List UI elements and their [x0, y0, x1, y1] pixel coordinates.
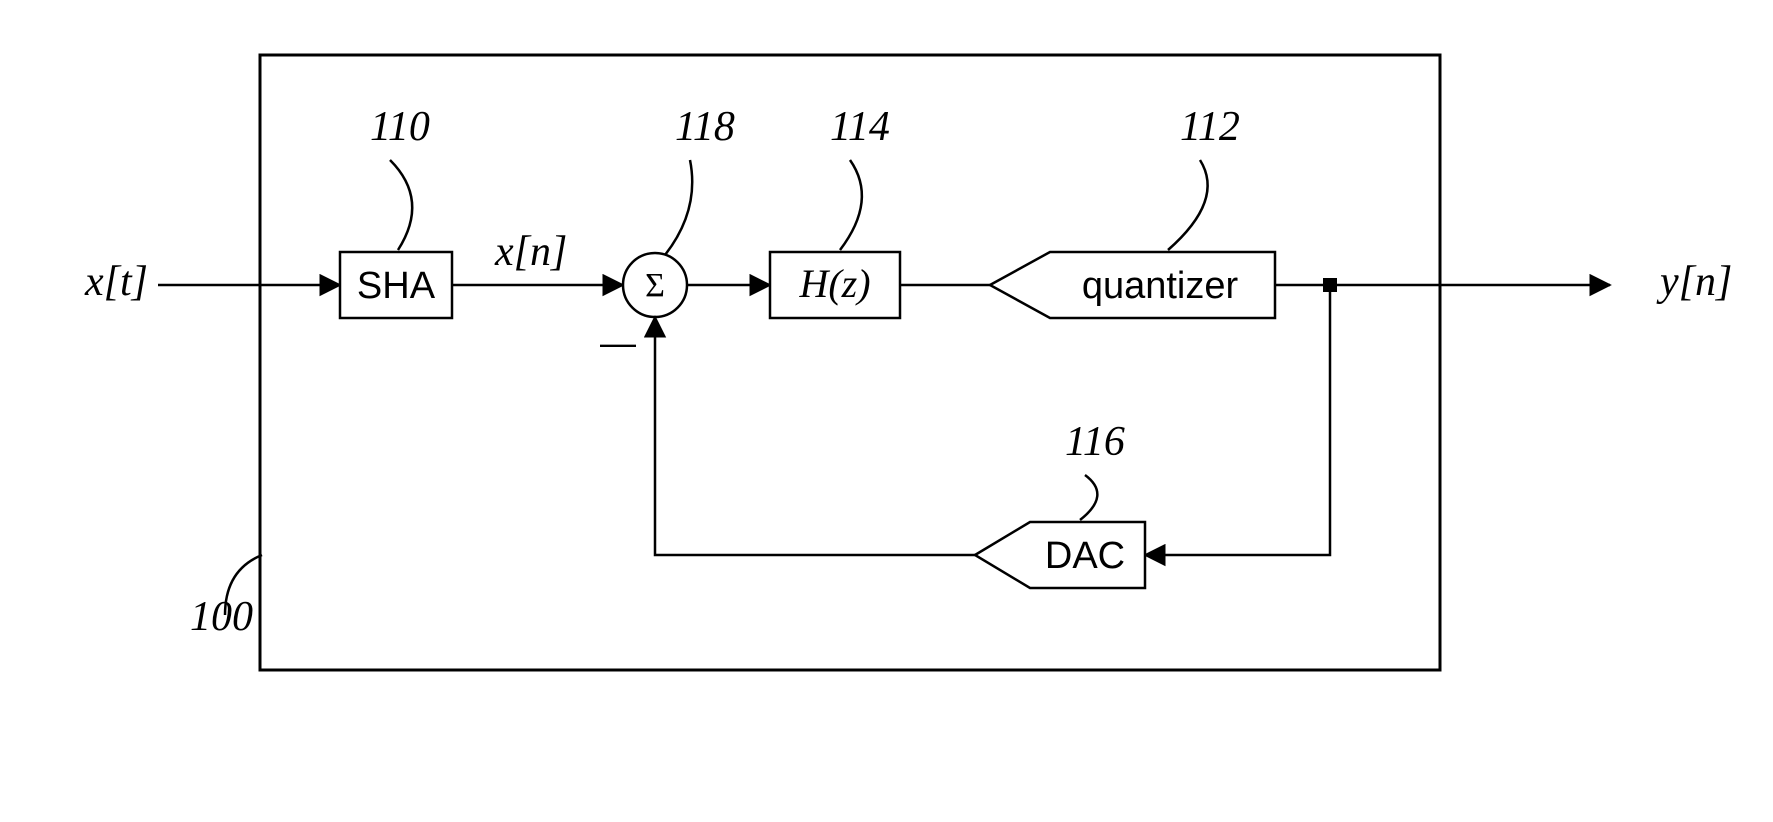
ref-118: 118: [675, 104, 735, 150]
ref-116: 116: [1065, 419, 1125, 465]
minus-sign: —: [600, 322, 636, 363]
block-diagram: x[t] SHA x[n] Σ — H(z) quantizer y[n] DA…: [0, 0, 1773, 822]
ref-114: 114: [830, 104, 890, 150]
xn-label: x[n]: [494, 229, 567, 275]
output-label: y[n]: [1656, 259, 1732, 305]
ref-112: 112: [1180, 104, 1240, 150]
quantizer-label: quantizer: [1082, 265, 1239, 307]
input-label: x[t]: [84, 259, 148, 305]
wire-node-dac: [1145, 285, 1330, 555]
dac-label: DAC: [1045, 535, 1125, 577]
filter-label: H(z): [798, 261, 870, 306]
ref-100: 100: [190, 594, 253, 640]
sha-label: SHA: [357, 265, 436, 307]
ref-110: 110: [370, 104, 430, 150]
wire-dac-sum: [655, 317, 975, 555]
sigma-icon: Σ: [645, 267, 665, 304]
